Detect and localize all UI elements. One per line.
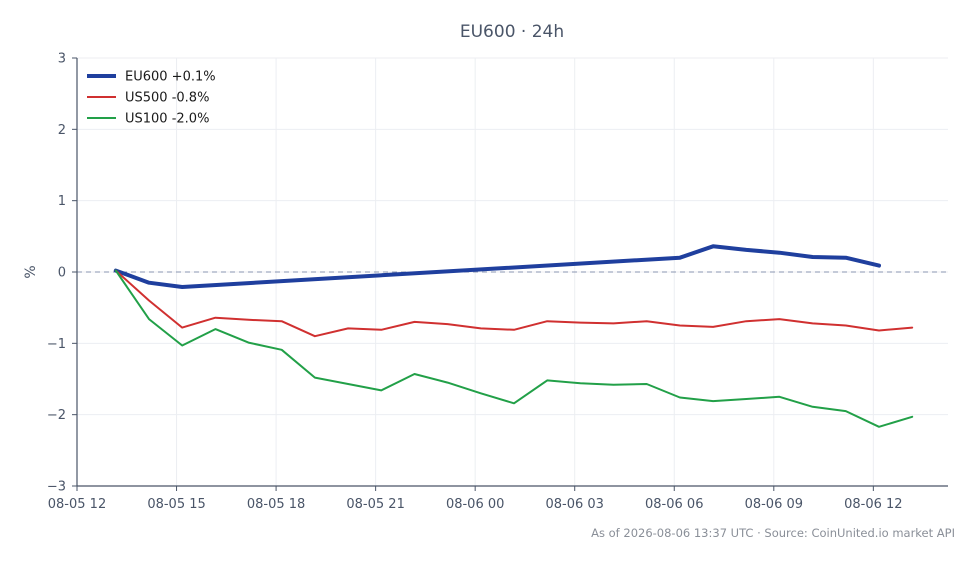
legend-label: US100 -2.0% [125,112,209,127]
series-line-3 [114,269,914,428]
x-tick-label: 08-06 00 [446,497,504,512]
series-line-1 [113,244,881,289]
y-tick-label: 3 [58,52,66,67]
x-tick-label: 08-05 21 [346,497,404,512]
x-tick-label: 08-06 12 [844,497,902,512]
x-tick-label: 08-05 15 [147,497,205,512]
y-axis-label: % [23,265,39,278]
series-lines [113,244,914,428]
x-tick-label: 08-05 18 [247,497,305,512]
x-tick-label: 08-06 09 [745,497,803,512]
y-tick-label: 2 [58,123,66,138]
y-tick-label: −3 [47,480,66,495]
y-axis-ticks: −3 −2 −1 0 1 2 3 [47,52,77,495]
footer-source-note: As of 2026-08-06 13:37 UTC · Source: Coi… [591,526,955,540]
legend: EU600 +0.1% US500 -0.8% US100 -2.0% [87,70,216,127]
legend-label: US500 -0.8% [125,91,209,106]
legend-label: EU600 +0.1% [125,70,216,85]
y-tick-label: 1 [58,194,66,209]
series-line-2 [114,269,914,338]
chart-title: EU600 · 24h [460,22,564,42]
y-tick-label: −1 [47,337,66,352]
y-tick-label: −2 [47,408,66,423]
x-tick-label: 08-06 03 [545,497,603,512]
x-tick-label: 08-06 06 [645,497,703,512]
x-axis-ticks: 08-05 12 08-05 15 08-05 18 08-05 21 08-06 00… [48,486,903,512]
x-tick-label: 08-05 12 [48,497,106,512]
y-tick-label: 0 [58,266,66,281]
